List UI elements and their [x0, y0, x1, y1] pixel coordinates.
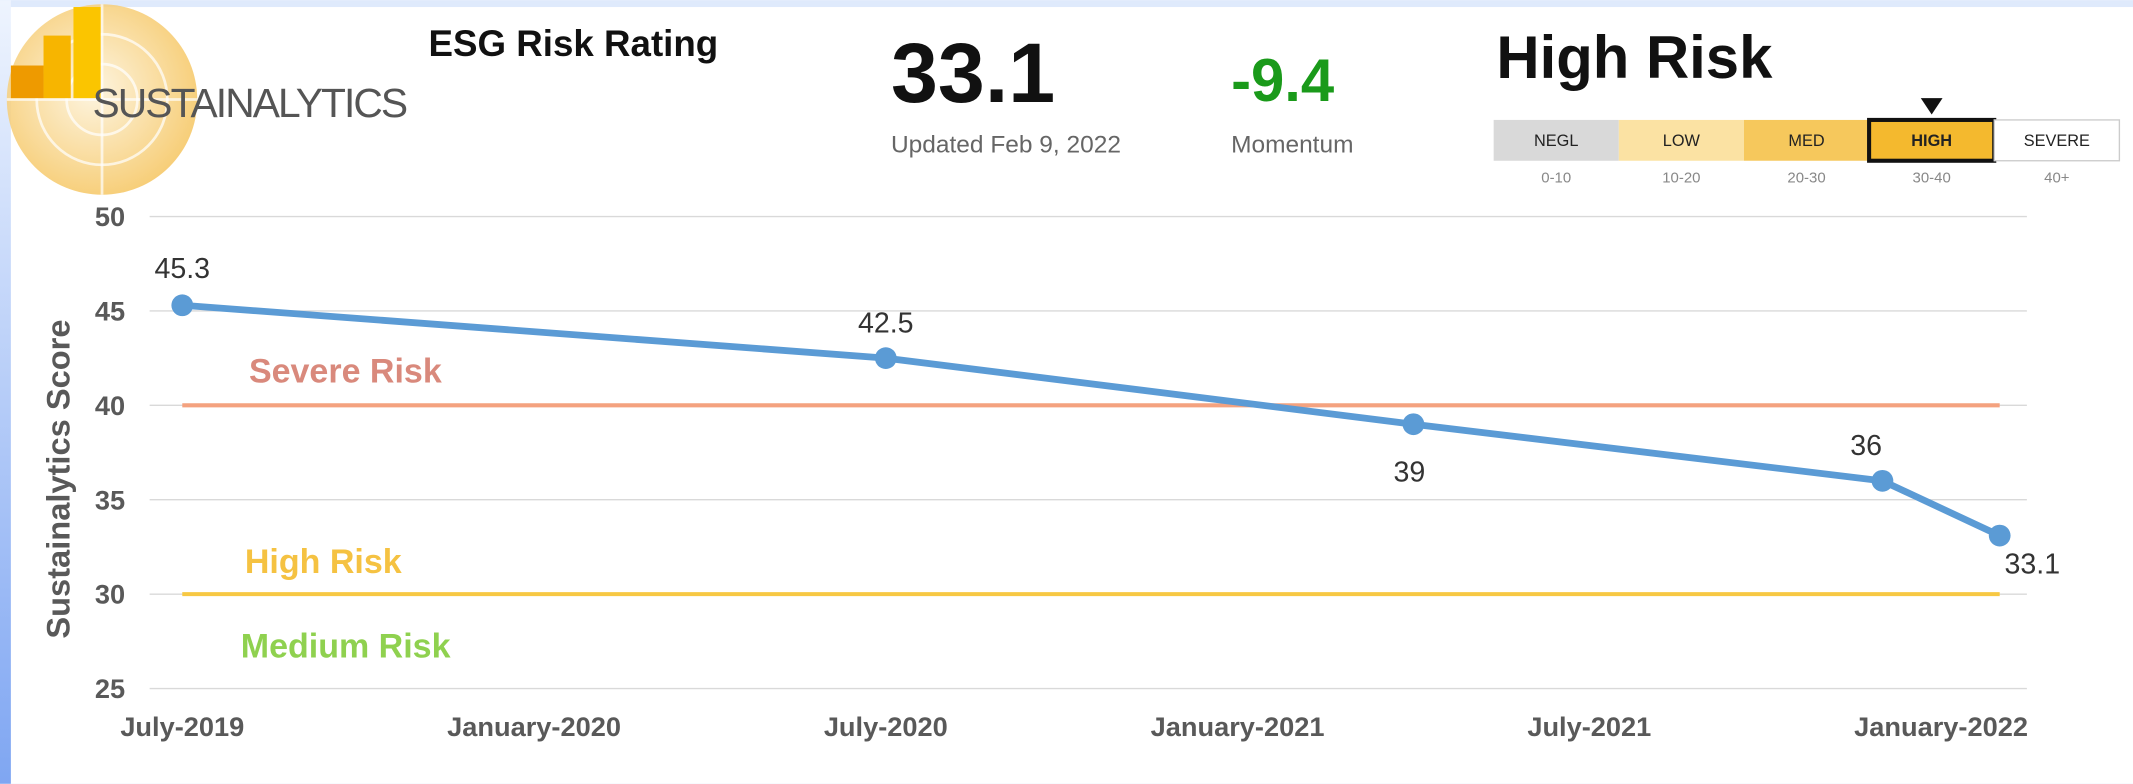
scale-name: SEVERE [2024, 132, 2090, 150]
momentum: -9.4 [1231, 47, 1334, 114]
point [874, 347, 897, 370]
point [1871, 469, 1894, 492]
x-tick-label: July-2020 [824, 711, 948, 742]
scale-pointer [1920, 98, 1943, 115]
point [171, 294, 194, 317]
threshold-label: High Risk [245, 543, 402, 581]
risk-scale: NEGL 0-10 LOW 10-20 MED 20-30 HIGH 30-40 SEVERE 4… [1493, 98, 2121, 187]
top-band [0, 0, 2133, 8]
x-tick-label: July-2021 [1527, 711, 1651, 742]
score: 33.1 [891, 26, 1055, 120]
scale-range: 40+ [2044, 170, 2069, 187]
scale-segment [1618, 119, 1744, 161]
scale-name: HIGH [1911, 132, 1952, 150]
threshold-label: Severe Risk [249, 352, 442, 390]
scale-segment [1743, 119, 1870, 161]
scale-name: MED [1788, 132, 1824, 150]
logo [6, 4, 198, 195]
point [1402, 413, 1425, 436]
y-axis-label: Sustainalytics Score [39, 319, 76, 638]
momentum-label: Momentum [1231, 132, 1353, 159]
y-tick-label: 35 [95, 484, 125, 515]
scale-range: 0-10 [1541, 170, 1571, 187]
scale-range: 20-30 [1787, 170, 1825, 187]
point [1988, 524, 2011, 547]
y-tick-label: 50 [95, 201, 125, 232]
x-tick-label: January-2021 [1151, 711, 1325, 742]
x-tick-label: January-2022 [1854, 711, 2028, 742]
updated: Updated Feb 9, 2022 [891, 132, 1121, 159]
title: ESG Risk Rating [429, 23, 719, 64]
scale-name: NEGL [1534, 132, 1578, 150]
left-band [0, 0, 11, 784]
risk-category: High Risk [1496, 24, 1773, 91]
data-label: 36 [1850, 430, 1882, 462]
data-label: 42.5 [858, 307, 914, 339]
data-label: 39 [1393, 456, 1425, 488]
x-tick-label: January-2020 [447, 711, 621, 742]
y-tick-label: 45 [95, 295, 125, 326]
logo-text: SUSTAINALYTICS [93, 80, 409, 126]
y-tick-label: 40 [95, 390, 125, 421]
scale-range: 30-40 [1913, 170, 1951, 187]
x-tick-label: July-2019 [120, 711, 244, 742]
scale-name: LOW [1663, 132, 1701, 150]
data-label: 33.1 [2005, 549, 2061, 581]
data-label: 45.3 [155, 253, 211, 285]
scale-range: 10-20 [1662, 170, 1700, 187]
y-tick-label: 30 [95, 579, 125, 610]
y-tick-label: 25 [95, 673, 125, 704]
plot: 25 30 35 40 45 50 July-2019 January-2020 July-20… [39, 201, 2060, 742]
annotation: Medium Risk [241, 627, 451, 665]
scale-segment [1993, 119, 2121, 162]
scale-segment [1493, 119, 1619, 161]
